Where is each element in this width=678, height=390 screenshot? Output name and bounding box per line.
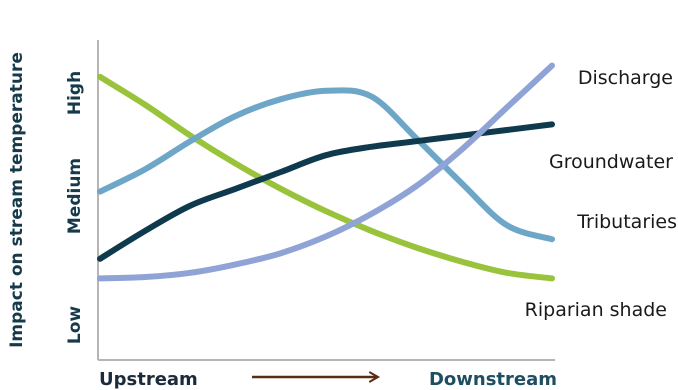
series-line-riparian-shade <box>97 73 555 282</box>
series-lines <box>97 62 555 282</box>
series-label-riparian-shade: Riparian shade <box>525 299 667 321</box>
x-label-downstream: Downstream <box>429 369 557 390</box>
y-tick-label-high: High <box>65 71 85 115</box>
x-label-upstream: Upstream <box>99 369 198 390</box>
y-tick-label-medium: Medium <box>65 158 85 234</box>
series-label-discharge: Discharge <box>578 67 673 89</box>
series-line-discharge <box>97 62 555 282</box>
y-tick-label-low: Low <box>65 306 85 345</box>
series-label-tributaries: Tributaries <box>576 211 677 233</box>
y-axis-title: Impact on stream temperature <box>7 52 27 348</box>
series-label-groundwater: Groundwater <box>549 151 673 173</box>
series-line-tributaries <box>97 87 555 243</box>
